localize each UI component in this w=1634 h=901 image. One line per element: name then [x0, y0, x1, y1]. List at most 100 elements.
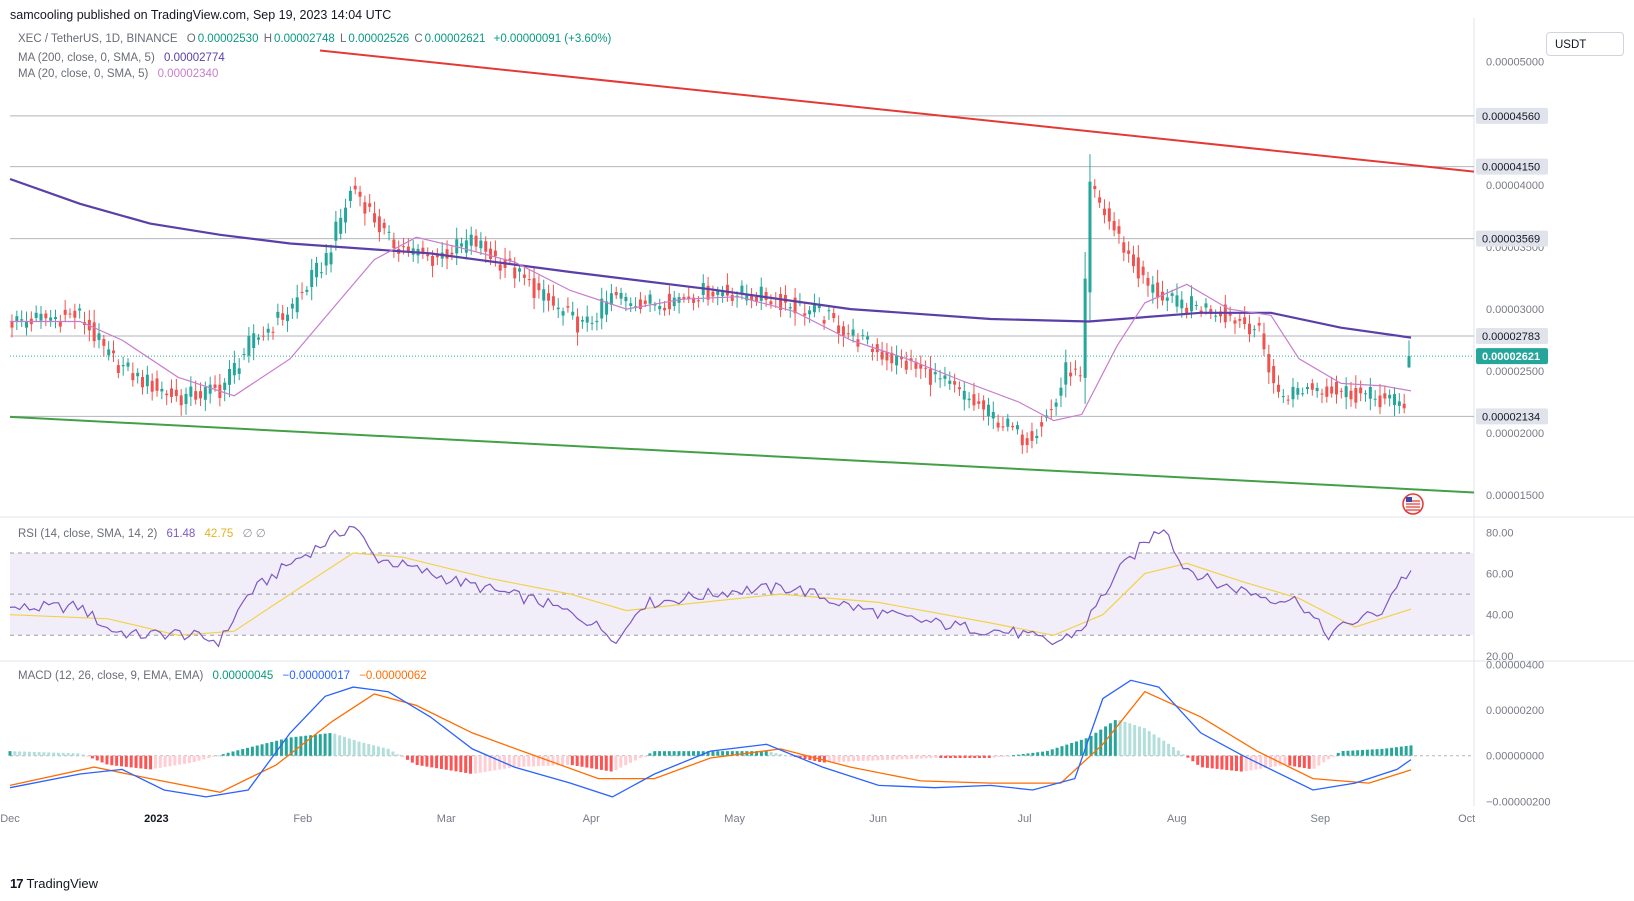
- macd-hist-bar: [788, 755, 792, 757]
- candle-body: [798, 302, 802, 304]
- macd-legend[interactable]: MACD (12, 26, close, 9, EMA, EMA) 0.0000…: [18, 670, 429, 682]
- macd-hist-bar: [1351, 750, 1355, 756]
- macd-hist-bar: [924, 755, 928, 759]
- macd-hist-bar: [861, 755, 865, 761]
- macd-hist-bar: [473, 755, 477, 774]
- candle-body: [1392, 394, 1396, 406]
- candle-body: [68, 313, 72, 315]
- macd-hist-bar: [876, 755, 880, 761]
- macd-hist-bar: [367, 744, 371, 756]
- candle-body: [1170, 293, 1174, 296]
- candle-body: [305, 289, 309, 292]
- candle-body: [638, 299, 642, 310]
- macd-hist-bar: [1365, 749, 1369, 756]
- macd-hist-bar: [599, 755, 603, 770]
- symbol-legend[interactable]: XEC / TetherUS, 1D, BINANCE O 0.00002530 …: [18, 33, 613, 45]
- macd-hist-bar: [919, 755, 923, 759]
- rsi-legend[interactable]: RSI (14, close, SMA, 14, 2) 61.48 42.75 …: [18, 526, 268, 540]
- macd-hist-bar: [52, 752, 56, 756]
- macd-hist-bar: [1336, 752, 1340, 756]
- trendline-support: [9, 415, 1475, 494]
- level-label-3: 0.00002783: [1482, 331, 1540, 343]
- candle-body: [856, 339, 860, 347]
- macd-hist-bar: [1244, 755, 1248, 772]
- candle-body: [1141, 266, 1145, 276]
- macd-hist-bar: [1230, 755, 1234, 771]
- macd-hist-bar: [750, 751, 754, 756]
- candle-body: [677, 297, 681, 303]
- macd-hist-bar: [347, 738, 351, 756]
- candle-body: [353, 185, 357, 190]
- ma200-line: [9, 177, 1412, 339]
- candle-body: [1059, 387, 1063, 396]
- macd-hist-bar: [23, 751, 27, 756]
- candle-body: [469, 234, 473, 246]
- candle-body: [986, 404, 990, 417]
- candle-body: [513, 267, 517, 279]
- macd-hist-bar: [502, 755, 506, 769]
- macd-hist-bar: [1264, 755, 1268, 769]
- candle-body: [919, 364, 923, 369]
- macd-hist-bar: [852, 755, 856, 762]
- candle-body: [421, 247, 425, 254]
- change-value: +0.00000091 (+3.60%): [493, 33, 612, 45]
- macd-hist-bar: [357, 741, 361, 756]
- macd-label: MACD (12, 26, close, 9, EMA, EMA): [18, 670, 204, 682]
- candle-body: [1363, 393, 1367, 395]
- ma200-legend[interactable]: MA (200, close, 0, SMA, 5) 0.00002774: [18, 52, 227, 64]
- macd-hist-bar: [420, 755, 424, 766]
- macd-hist-bar: [759, 751, 763, 756]
- macd-hist-bar: [1167, 743, 1171, 756]
- macd-hist-bar: [541, 755, 545, 766]
- level-label-bg-3: [1476, 328, 1548, 345]
- macd-hist-bar: [318, 734, 322, 756]
- macd-tick-0: 0.00000400: [1486, 659, 1544, 671]
- candle-body: [725, 284, 729, 296]
- time-tick-5: May: [724, 813, 745, 825]
- candle-body: [1272, 366, 1276, 384]
- candle-body: [851, 329, 855, 336]
- ma20-legend[interactable]: MA (20, close, 0, SMA, 5) 0.00002340: [18, 68, 220, 80]
- candle-body: [576, 316, 580, 333]
- candle-body: [585, 316, 589, 323]
- macd-hist-bar: [590, 755, 594, 769]
- tradingview-logo[interactable]: 17 TradingView: [10, 876, 98, 891]
- macd-hist-bar: [595, 755, 599, 770]
- candle-body: [875, 344, 879, 353]
- macd-hist-bar: [207, 755, 211, 759]
- candle-body: [1020, 434, 1024, 446]
- currency-button[interactable]: USDT: [1546, 32, 1624, 56]
- candle-body: [112, 350, 116, 354]
- macd-hist-bar: [265, 743, 269, 756]
- candle-body: [1262, 333, 1266, 350]
- candle-body: [455, 239, 459, 254]
- candle-body: [377, 216, 381, 233]
- rsi-line: [9, 525, 1412, 648]
- macd-hist-bar: [71, 753, 75, 756]
- macd-hist-bar: [362, 742, 366, 756]
- rsi-tick-0: 80.00: [1486, 527, 1514, 539]
- candle-body: [402, 246, 406, 248]
- macd-hist-value: 0.00000045: [212, 670, 274, 682]
- macd-hist-bar: [464, 755, 468, 773]
- candle-body: [1073, 368, 1077, 370]
- macd-hist-bar: [847, 755, 851, 762]
- macd-hist-bar: [1380, 748, 1384, 756]
- macd-hist-bar: [522, 755, 526, 767]
- macd-hist-bar: [1128, 723, 1132, 756]
- macd-hist-bar: [483, 755, 487, 772]
- candle-body: [1102, 208, 1106, 216]
- candle-body: [1214, 315, 1218, 317]
- macd-hist-bar: [885, 755, 889, 760]
- macd-hist-bar: [1050, 749, 1054, 756]
- candle-body: [63, 309, 67, 315]
- candle-body: [397, 248, 401, 254]
- candle-body: [1035, 435, 1039, 439]
- macd-hist-bar: [139, 755, 143, 769]
- macd-hist-bar: [338, 735, 342, 756]
- macd-hist-bar: [900, 755, 904, 760]
- current-price-label: 0.00002621: [1482, 351, 1540, 363]
- macd-hist-bar: [706, 751, 710, 756]
- candle-body: [382, 222, 386, 229]
- open-label: O: [186, 33, 196, 45]
